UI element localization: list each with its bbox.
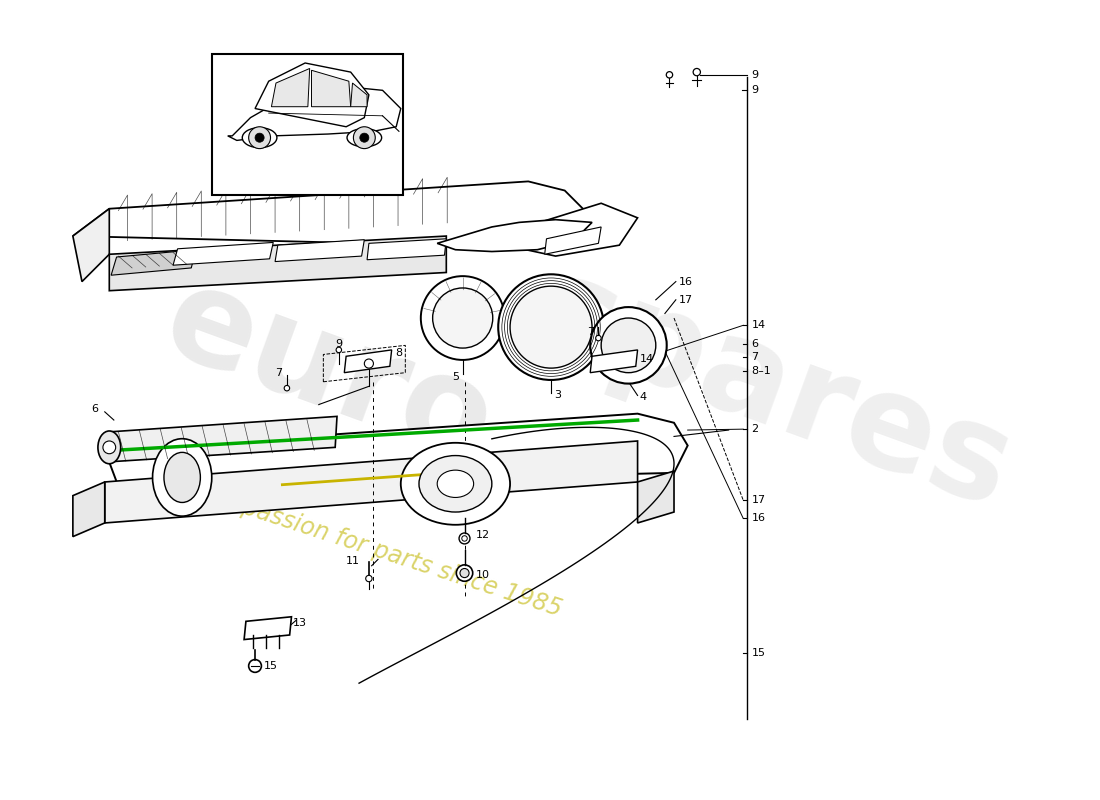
Circle shape	[459, 533, 470, 544]
Text: 15: 15	[264, 661, 278, 671]
Text: 8–1: 8–1	[751, 366, 771, 376]
Text: 7: 7	[275, 368, 283, 378]
Circle shape	[249, 126, 271, 149]
Ellipse shape	[419, 455, 492, 512]
Text: 4: 4	[639, 392, 647, 402]
Polygon shape	[255, 63, 368, 126]
Circle shape	[360, 133, 368, 142]
Circle shape	[365, 575, 372, 582]
Circle shape	[284, 386, 289, 391]
Text: 5: 5	[452, 372, 459, 382]
Polygon shape	[228, 86, 400, 141]
Polygon shape	[108, 416, 337, 462]
Ellipse shape	[242, 128, 277, 148]
Ellipse shape	[437, 470, 474, 498]
Text: a passion for parts since 1985: a passion for parts since 1985	[218, 488, 565, 622]
Circle shape	[421, 276, 505, 360]
Text: 12: 12	[475, 530, 490, 540]
Polygon shape	[104, 414, 688, 486]
Polygon shape	[367, 238, 447, 260]
Ellipse shape	[346, 129, 382, 146]
Text: euro: euro	[147, 255, 510, 490]
Text: 14: 14	[640, 354, 654, 364]
Circle shape	[498, 274, 604, 380]
Circle shape	[601, 318, 656, 373]
Text: 9: 9	[751, 70, 759, 80]
Polygon shape	[591, 350, 638, 373]
Text: 3: 3	[553, 390, 561, 401]
Polygon shape	[496, 203, 638, 256]
Polygon shape	[173, 242, 273, 265]
Polygon shape	[73, 182, 592, 245]
Text: 6: 6	[751, 338, 758, 349]
Text: 14: 14	[751, 320, 766, 330]
Text: 2: 2	[751, 424, 759, 434]
Text: 6: 6	[91, 404, 98, 414]
Text: 8: 8	[395, 348, 403, 358]
Text: 15: 15	[751, 648, 766, 658]
Ellipse shape	[98, 431, 121, 464]
Polygon shape	[437, 220, 592, 251]
Text: 17: 17	[751, 495, 766, 505]
Ellipse shape	[164, 452, 200, 502]
Polygon shape	[311, 70, 351, 106]
Text: 11: 11	[345, 556, 360, 566]
Circle shape	[596, 335, 601, 341]
Circle shape	[353, 126, 375, 149]
Polygon shape	[109, 236, 447, 290]
Polygon shape	[73, 482, 104, 537]
Text: 16: 16	[751, 514, 766, 523]
Text: 17: 17	[679, 295, 693, 305]
Circle shape	[249, 659, 262, 672]
Circle shape	[103, 441, 116, 454]
Text: 9: 9	[336, 338, 342, 349]
Circle shape	[460, 569, 469, 578]
Polygon shape	[344, 350, 392, 373]
Text: 9: 9	[751, 86, 759, 95]
Circle shape	[456, 565, 473, 582]
Text: 7: 7	[587, 326, 595, 337]
Polygon shape	[73, 209, 109, 282]
Text: 16: 16	[679, 277, 693, 286]
Polygon shape	[104, 441, 638, 523]
Text: spares: spares	[519, 246, 1028, 535]
Circle shape	[364, 359, 373, 368]
Polygon shape	[351, 83, 367, 106]
Text: 7: 7	[751, 352, 759, 362]
Ellipse shape	[153, 438, 212, 516]
Text: 13: 13	[294, 618, 307, 628]
Circle shape	[462, 536, 468, 541]
Circle shape	[255, 133, 264, 142]
Circle shape	[591, 307, 667, 384]
Circle shape	[432, 288, 493, 348]
Text: 10: 10	[475, 570, 490, 580]
Circle shape	[337, 347, 342, 353]
Polygon shape	[272, 69, 310, 106]
Ellipse shape	[400, 443, 510, 525]
Polygon shape	[544, 227, 601, 254]
Polygon shape	[111, 250, 196, 275]
Circle shape	[693, 69, 701, 76]
Polygon shape	[244, 617, 292, 639]
Circle shape	[667, 72, 672, 78]
Polygon shape	[275, 240, 364, 262]
Circle shape	[510, 286, 592, 368]
Bar	[212, 54, 404, 195]
Polygon shape	[638, 471, 674, 523]
